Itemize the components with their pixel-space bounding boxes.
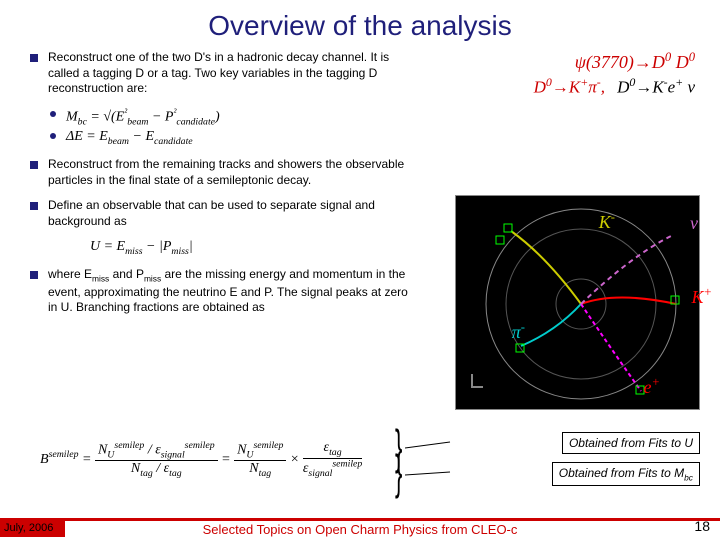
obtained-mbc-box: Obtained from Fits to Mbc [552,462,700,486]
bullet-marker-4 [30,271,38,279]
arrow-lines [405,440,455,490]
slide-title: Overview of the analysis [0,0,720,50]
footer-date: July, 2006 [4,522,53,534]
sub-bullet-marker [50,111,56,117]
formula-mbc: Mbc = √(E²beam − P²candidate) [66,107,220,127]
label-k-minus: K- [599,210,615,233]
decay-line-1: ψ(3770)→D0 D0 [575,50,695,73]
bullet-marker [30,161,38,169]
bullet-marker [30,202,38,210]
label-pi-minus: π- [512,320,525,343]
left-column: Reconstruct one of the two D's in a hadr… [30,50,420,326]
label-nu: ν [690,213,698,234]
brace-2: } [395,444,402,501]
sub-bullet-marker [50,133,56,139]
bullet-3-text: Define an observable that can be used to… [48,198,420,229]
slide-number: 18 [694,518,710,534]
bullet-4-text: where Emiss and Pmiss are the missing en… [48,267,420,316]
label-e-plus: e+ [644,375,661,398]
sub-bullet-1: Mbc = √(E²beam − P²candidate) [30,107,420,127]
obtained-u-box: Obtained from Fits to U [562,432,700,454]
footer-center: Selected Topics on Open Charm Physics fr… [203,522,518,537]
sub-bullet-2: ΔE = Ebeam − Ecandidate [30,129,420,147]
bullet-2: Reconstruct from the remaining tracks an… [30,157,420,188]
formula-bf: Bsemilep = NUsemilep / εsignalsemilep Nt… [40,440,362,479]
bullet-3: Define an observable that can be used to… [30,198,420,229]
formula-de: ΔE = Ebeam − Ecandidate [66,129,193,147]
decay-line-2b: D0→K-e+ ν [617,75,695,98]
bullet-1-text: Reconstruct one of the two D's in a hadr… [48,50,420,97]
bullet-2-text: Reconstruct from the remaining tracks an… [48,157,420,188]
label-k-plus: K+ [691,285,712,308]
bullet-4: where Emiss and Pmiss are the missing en… [30,267,420,316]
bullet-marker [30,54,38,62]
formula-u: U = Emiss − |Pmiss| [90,239,193,257]
event-display [455,195,700,410]
decay-line-2a: D0→K+π-, [534,75,605,98]
event-display-svg [456,196,701,411]
bullet-1: Reconstruct one of the two D's in a hadr… [30,50,420,97]
